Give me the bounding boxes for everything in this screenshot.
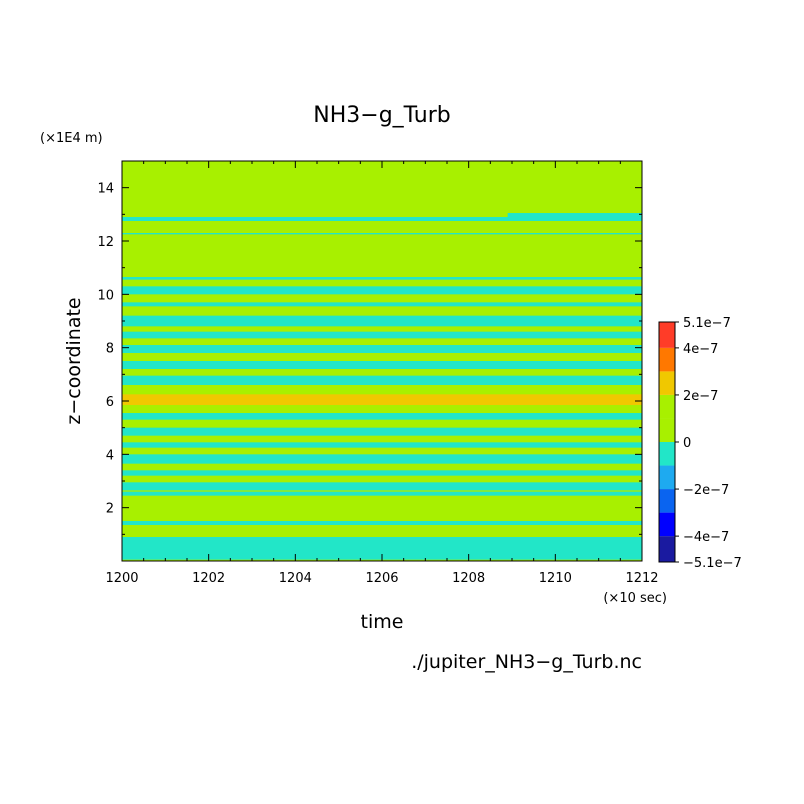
colorbar-label-1: 4e−7	[683, 342, 718, 357]
y-tick-label-6: 14	[97, 182, 114, 197]
y-tick-label-0: 2	[106, 502, 114, 517]
y-unit-label: (×1E4 m)	[40, 131, 103, 146]
y-tick-label-1: 4	[106, 448, 114, 463]
band-13	[122, 331, 642, 339]
band-10	[122, 375, 642, 385]
x-tick-label-3: 1206	[365, 571, 398, 586]
x-tick-label-0: 1200	[105, 571, 138, 586]
colorbar-swatch-6	[659, 394, 675, 419]
colorbar-swatch-0	[659, 536, 675, 562]
band-16	[122, 286, 642, 295]
band-7	[122, 427, 642, 436]
band-11	[122, 361, 642, 369]
axes: 1200 1202 1204 1206 1208 1210 1212 2 4 6 8 10 12 14	[97, 161, 659, 586]
y-tick-label-2: 6	[106, 395, 114, 410]
colorbar-label-3: 0	[683, 436, 691, 451]
colorbar-swatch-9	[659, 322, 675, 348]
colorbar-swatch-1	[659, 512, 675, 537]
x-tick-label-6: 1212	[625, 571, 658, 586]
colorbar-swatch-8	[659, 347, 675, 372]
colorbar-swatch-2	[659, 489, 675, 513]
colorbar-label-5: −4e−7	[683, 530, 729, 545]
y-tick-label-3: 8	[106, 342, 114, 357]
source-file-label: ./jupiter_NH3−g_Turb.nc	[411, 651, 642, 673]
x-tick-label-1: 1202	[192, 571, 225, 586]
heatmap-field	[122, 161, 642, 561]
colorbar-label-6: −5.1e−7	[683, 556, 742, 571]
y-tick-label-4: 10	[97, 288, 114, 303]
band-5	[122, 454, 642, 464]
colorbar-swatch-5	[659, 418, 675, 442]
x-tick-label-2: 1204	[279, 571, 312, 586]
colorbar-swatch-7	[659, 371, 675, 395]
band-6	[122, 442, 642, 448]
colorbar-label-0: 5.1e−7	[683, 316, 731, 331]
chart-title: NH3−g_Turb	[313, 103, 450, 128]
band-19	[122, 217, 642, 221]
colorbar-swatch-4	[659, 442, 675, 466]
band-8	[122, 413, 642, 420]
y-tick-label-5: 12	[97, 235, 114, 250]
x-tick-label-5: 1210	[539, 571, 572, 586]
y-axis-label: z−coordinate	[63, 297, 85, 424]
band-20	[507, 213, 642, 217]
band-2	[122, 491, 642, 496]
colorbar-label-4: −2e−7	[683, 483, 729, 498]
band-4	[122, 470, 642, 476]
band-9	[122, 394, 642, 405]
band-18	[122, 233, 642, 235]
band-15	[122, 302, 642, 307]
band-12	[122, 345, 642, 353]
colorbar-swatch-3	[659, 465, 675, 490]
band-17	[122, 277, 642, 280]
band-14	[122, 315, 642, 327]
x-unit-label: (×10 sec)	[603, 591, 667, 606]
x-axis-label: time	[361, 611, 404, 633]
band-1	[122, 521, 642, 525]
x-tick-label-4: 1208	[452, 571, 485, 586]
band-0	[122, 537, 642, 560]
colorbar: 5.1e−7 4e−7 2e−7 0 −2e−7 −4e−7 −5.1e−7	[658, 316, 742, 571]
band-3	[122, 482, 642, 491]
colorbar-label-2: 2e−7	[683, 389, 718, 404]
